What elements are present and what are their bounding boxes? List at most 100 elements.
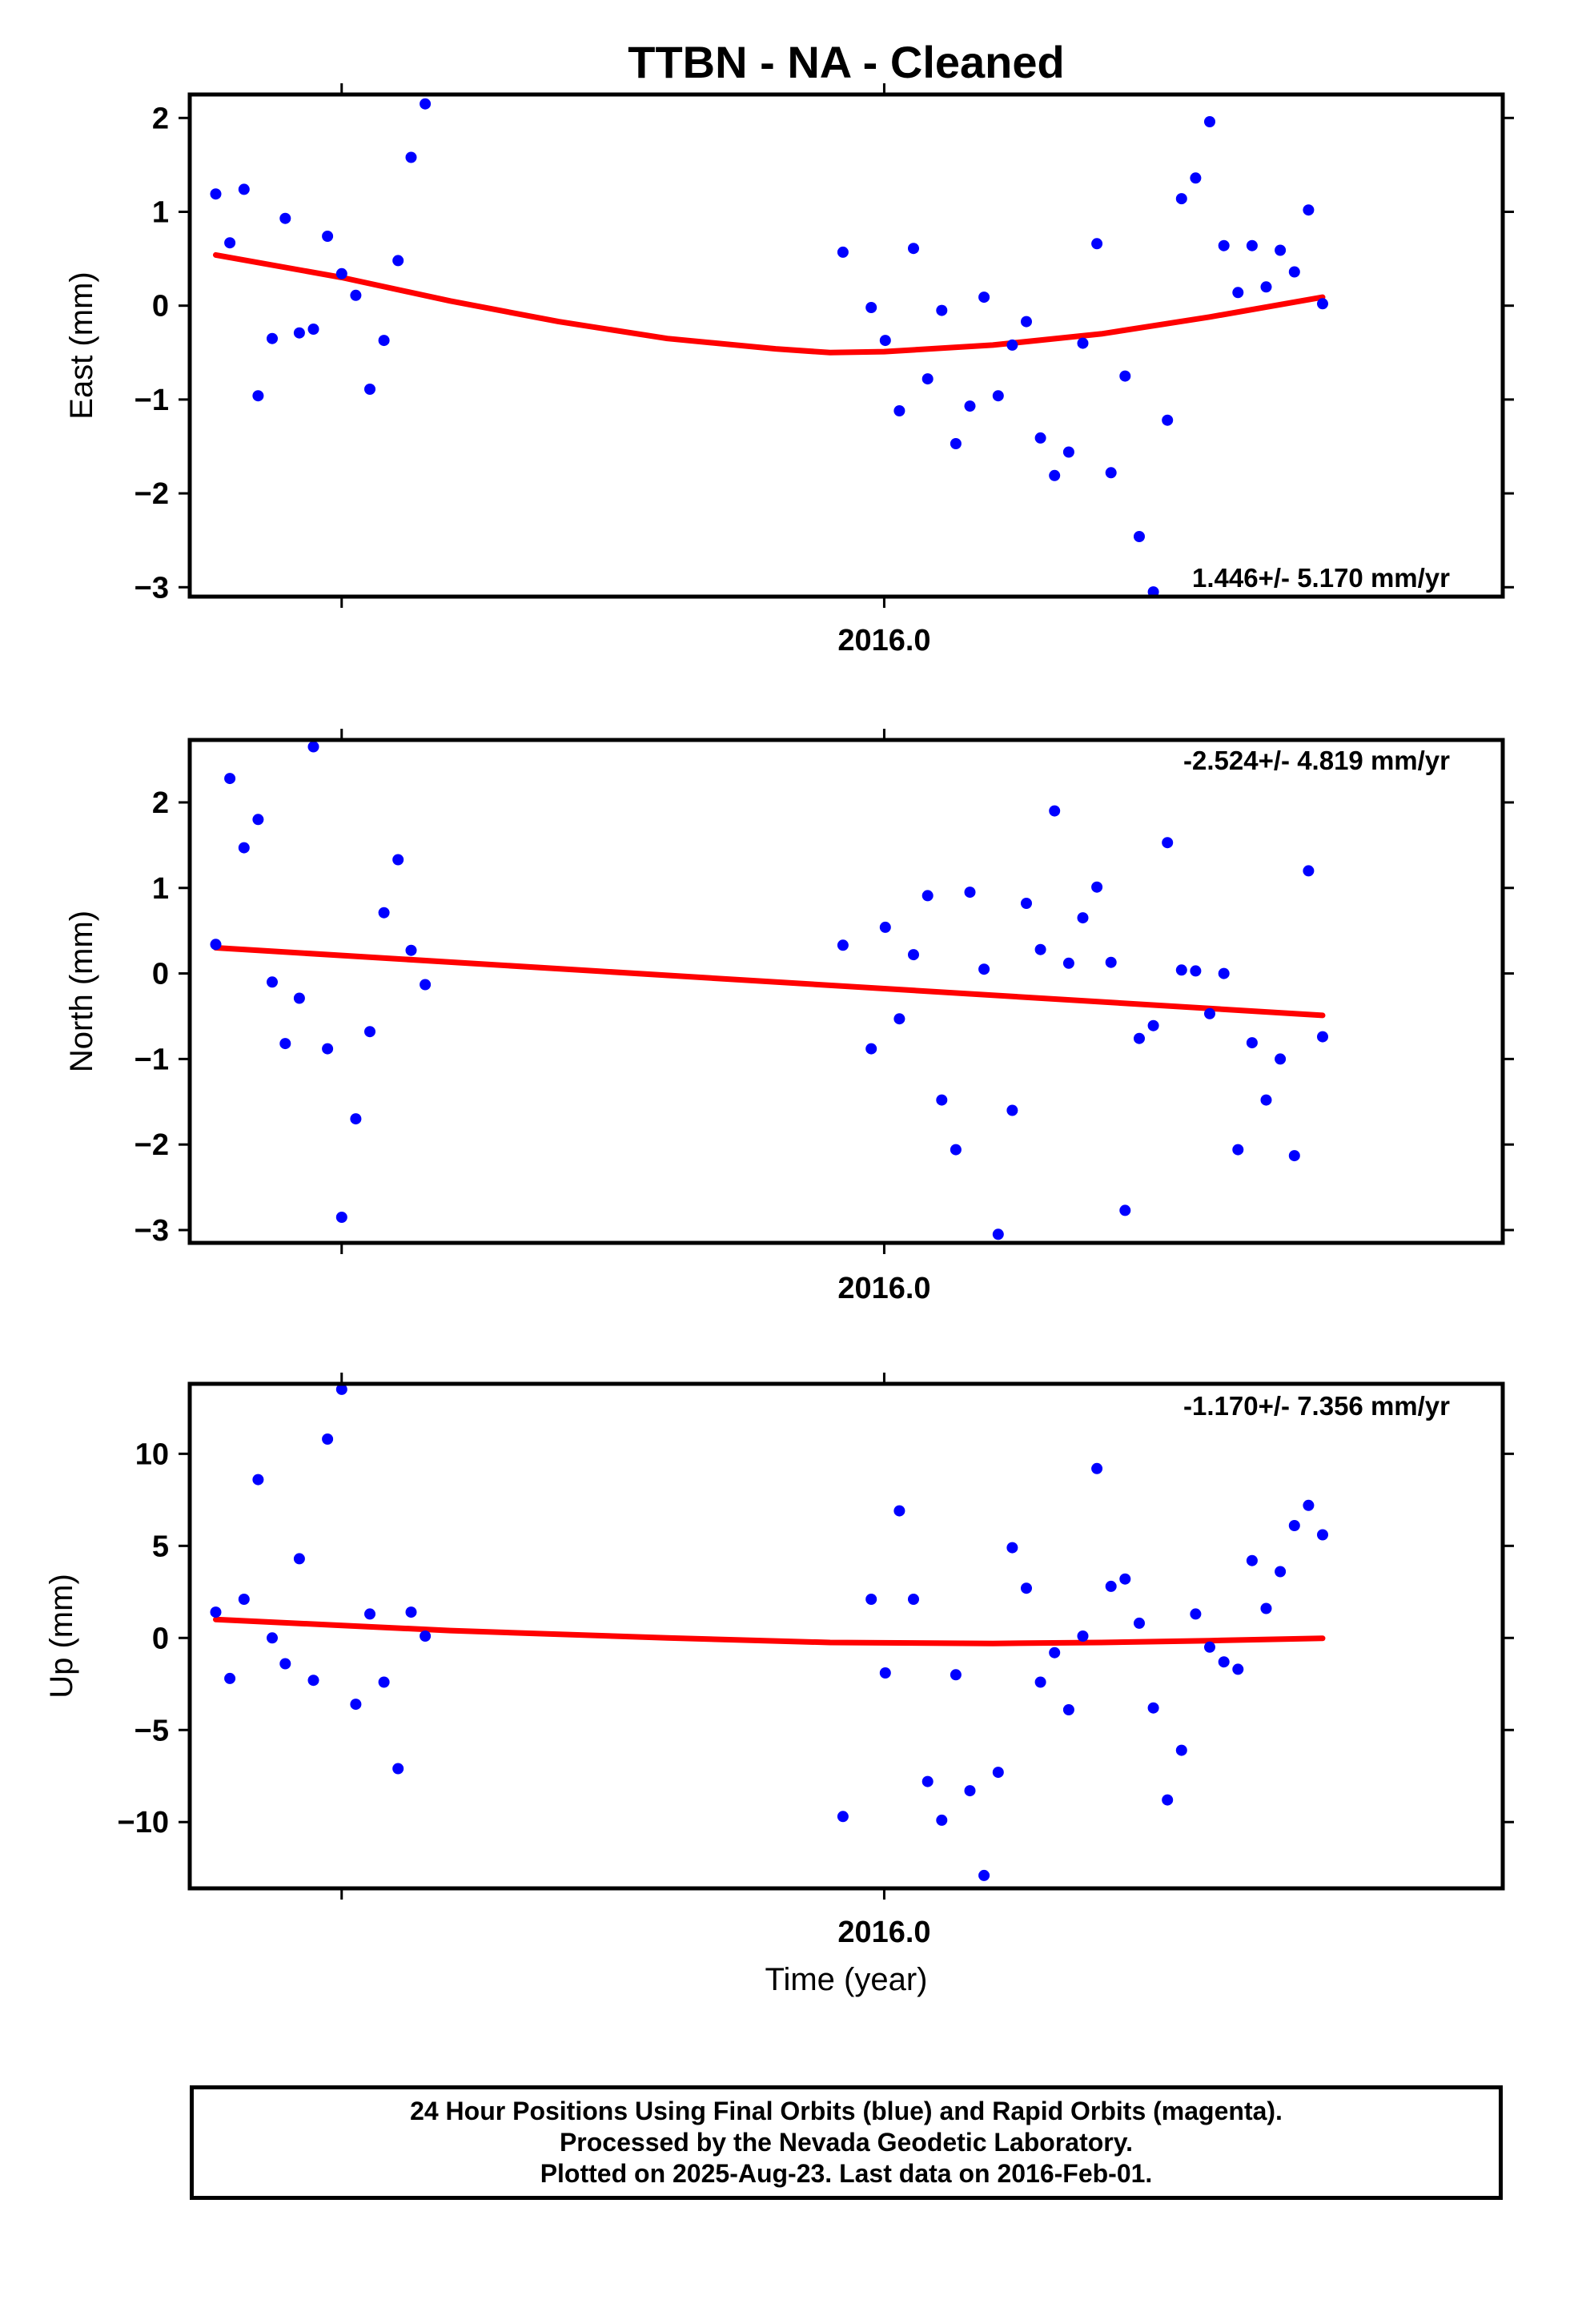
north-data-point <box>978 963 990 975</box>
up-panel: 10 5 0 −5 −10 2016.0 Up (mm) -1.170+/- 7.356 mm… <box>44 1373 1514 1949</box>
up-data-point <box>879 1667 891 1679</box>
north-data-point <box>879 921 891 933</box>
east-data-point <box>1190 172 1202 184</box>
up-data-point <box>1006 1542 1018 1554</box>
north-data-point <box>1147 1019 1159 1031</box>
east-data-point <box>267 332 278 344</box>
east-data-point <box>1218 239 1230 251</box>
north-data-point <box>335 1212 347 1223</box>
up-data-point <box>307 1675 319 1687</box>
up-data-point <box>992 1767 1004 1779</box>
north-data-point <box>350 1113 362 1125</box>
east-ytick-label: −3 <box>135 571 169 605</box>
up-ytick-label: 10 <box>135 1437 169 1471</box>
north-data-point <box>238 842 250 854</box>
north-data-point <box>405 944 417 956</box>
east-data-point <box>1119 370 1131 382</box>
north-data-point <box>1049 805 1061 817</box>
north-xtick-label: 2016.0 <box>837 1272 930 1305</box>
north-ytick-label: 0 <box>152 958 169 991</box>
up-ytick-label: −5 <box>135 1714 169 1747</box>
up-data-point <box>978 1869 990 1881</box>
north-rate-label: -2.524+/- 4.819 mm/yr <box>1183 746 1450 775</box>
east-data-point <box>420 98 432 110</box>
east-data-point <box>1091 238 1103 250</box>
east-data-point <box>865 302 877 313</box>
east-data-point <box>293 327 305 339</box>
east-rate-label: 1.446+/- 5.170 mm/yr <box>1192 563 1450 593</box>
north-ytick-label: −2 <box>135 1128 169 1162</box>
north-data-point <box>893 1013 905 1025</box>
up-data-point <box>1288 1520 1300 1531</box>
footer-line-1: 24 Hour Positions Using Final Orbits (bl… <box>410 2097 1283 2125</box>
east-ytick-label: −2 <box>135 477 169 511</box>
up-data-point <box>1162 1794 1174 1806</box>
up-data-point <box>238 1594 250 1605</box>
east-data-point <box>921 373 934 385</box>
east-data-point <box>1288 266 1300 278</box>
up-data-point <box>1021 1582 1032 1594</box>
up-data-point <box>837 1811 849 1823</box>
up-data-point <box>1077 1630 1089 1642</box>
up-data-point <box>1134 1617 1145 1629</box>
east-data-point <box>364 384 375 395</box>
east-data-point <box>1275 244 1287 256</box>
north-data-point <box>378 907 390 919</box>
up-rate-label: -1.170+/- 7.356 mm/yr <box>1183 1391 1450 1421</box>
up-data-point <box>350 1699 362 1711</box>
north-data-point <box>1091 881 1103 893</box>
east-data-point <box>837 246 849 258</box>
east-data-point <box>335 267 347 279</box>
east-data-point <box>1162 414 1174 426</box>
up-data-point <box>1303 1499 1315 1511</box>
north-data-point <box>964 887 976 899</box>
footer-line-2: Processed by the Nevada Geodetic Laborat… <box>559 2128 1134 2157</box>
east-data-point <box>1317 298 1328 310</box>
north-data-point <box>307 741 319 753</box>
east-ytick-label: 0 <box>152 290 169 324</box>
up-data-point <box>1317 1529 1328 1541</box>
east-xtick-label: 2016.0 <box>837 624 930 657</box>
north-data-point <box>1034 943 1046 955</box>
east-data-point <box>1204 116 1215 127</box>
up-plot-frame <box>187 1381 1505 1891</box>
north-data-point <box>1232 1144 1244 1156</box>
up-data-point <box>893 1505 905 1517</box>
east-panel: 2 1 0 −1 −2 −3 2016.0 East (mm) 1.446+/- 5.170 m… <box>64 83 1514 657</box>
north-data-point <box>1006 1104 1018 1116</box>
up-data-point <box>908 1594 919 1605</box>
up-data-point <box>392 1763 404 1775</box>
up-data-point <box>1175 1744 1187 1756</box>
north-data-point <box>279 1038 291 1050</box>
up-ylabel: Up (mm) <box>44 1574 79 1699</box>
up-data-point <box>293 1553 305 1565</box>
north-data-point <box>322 1043 334 1055</box>
north-panel: 2 1 0 −1 −2 −3 2016.0 North (mm) -2.524+/- 4.819… <box>64 729 1514 1305</box>
north-data-point <box>267 976 278 988</box>
north-data-point <box>1119 1204 1131 1216</box>
north-ylabel: North (mm) <box>64 911 99 1072</box>
east-data-point <box>1175 193 1187 205</box>
up-data-point <box>936 1814 948 1826</box>
north-data-point <box>210 939 222 951</box>
up-data-point <box>1218 1656 1230 1668</box>
north-data-point <box>1260 1094 1272 1106</box>
east-data-point <box>252 390 264 402</box>
up-data-point <box>267 1632 278 1644</box>
north-data-point <box>1175 964 1187 976</box>
north-data-point <box>865 1043 877 1055</box>
east-data-point <box>279 212 291 224</box>
east-data-point <box>1006 339 1018 351</box>
up-data-point <box>1062 1704 1074 1715</box>
up-data-point <box>252 1474 264 1486</box>
east-data-point <box>378 335 390 347</box>
up-data-point <box>964 1785 976 1797</box>
footer-caption-box: 24 Hour Positions Using Final Orbits (bl… <box>190 2085 1503 2200</box>
east-data-point <box>307 324 319 335</box>
up-data-point <box>364 1608 375 1620</box>
east-data-point <box>350 289 362 301</box>
north-data-point <box>1105 956 1117 968</box>
north-plot-frame <box>187 738 1505 1245</box>
north-data-point <box>1134 1032 1145 1044</box>
